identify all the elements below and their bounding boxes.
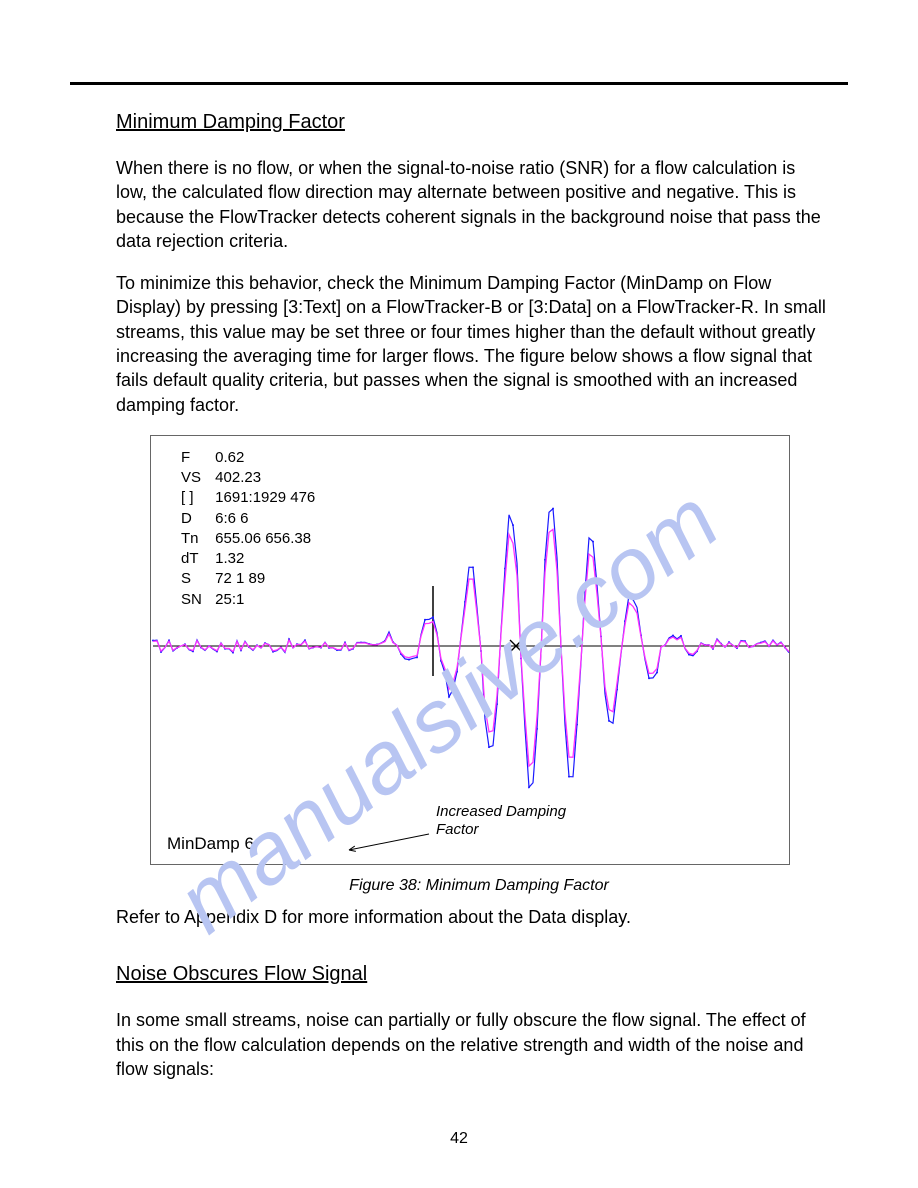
chart-info-row: [ ] 1691:1929 476 [181, 488, 315, 508]
section-title-min-damping: Minimum Damping Factor [116, 111, 848, 134]
damping-label-line1: Increased Damping [436, 803, 566, 820]
mindamp-label: MinDamp 6 [167, 834, 254, 854]
chart-info-row: F 0.62 [181, 448, 315, 468]
damping-label-line2: Factor [436, 821, 479, 838]
paragraph-4: In some small streams, noise can partial… [116, 1008, 828, 1081]
figure-wrap: F 0.62VS 402.23[ ] 1691:1929 476D 6:6 6T… [150, 435, 848, 895]
chart-info-row: S 72 1 89 [181, 569, 315, 589]
chart-info-block: F 0.62VS 402.23[ ] 1691:1929 476D 6:6 6T… [181, 448, 315, 610]
paragraph-3: Refer to Appendix D for more information… [116, 905, 828, 929]
chart-info-row: VS 402.23 [181, 468, 315, 488]
chart-info-row: D 6:6 6 [181, 509, 315, 529]
paragraph-1: When there is no flow, or when the signa… [116, 156, 828, 253]
chart-info-row: SN 25:1 [181, 590, 315, 610]
page-number: 42 [0, 1130, 918, 1148]
chart-info-row: Tn 655.06 656.38 [181, 529, 315, 549]
flow-signal-chart: F 0.62VS 402.23[ ] 1691:1929 476D 6:6 6T… [150, 435, 790, 865]
page: Minimum Damping Factor When there is no … [0, 0, 918, 1188]
section-title-noise-obscures: Noise Obscures Flow Signal [116, 963, 848, 986]
figure-caption: Figure 38: Minimum Damping Factor [110, 877, 848, 895]
header-rule [70, 82, 848, 85]
paragraph-2: To minimize this behavior, check the Min… [116, 271, 828, 417]
increased-damping-label: Increased Damping Factor [436, 803, 566, 838]
chart-info-row: dT 1.32 [181, 549, 315, 569]
